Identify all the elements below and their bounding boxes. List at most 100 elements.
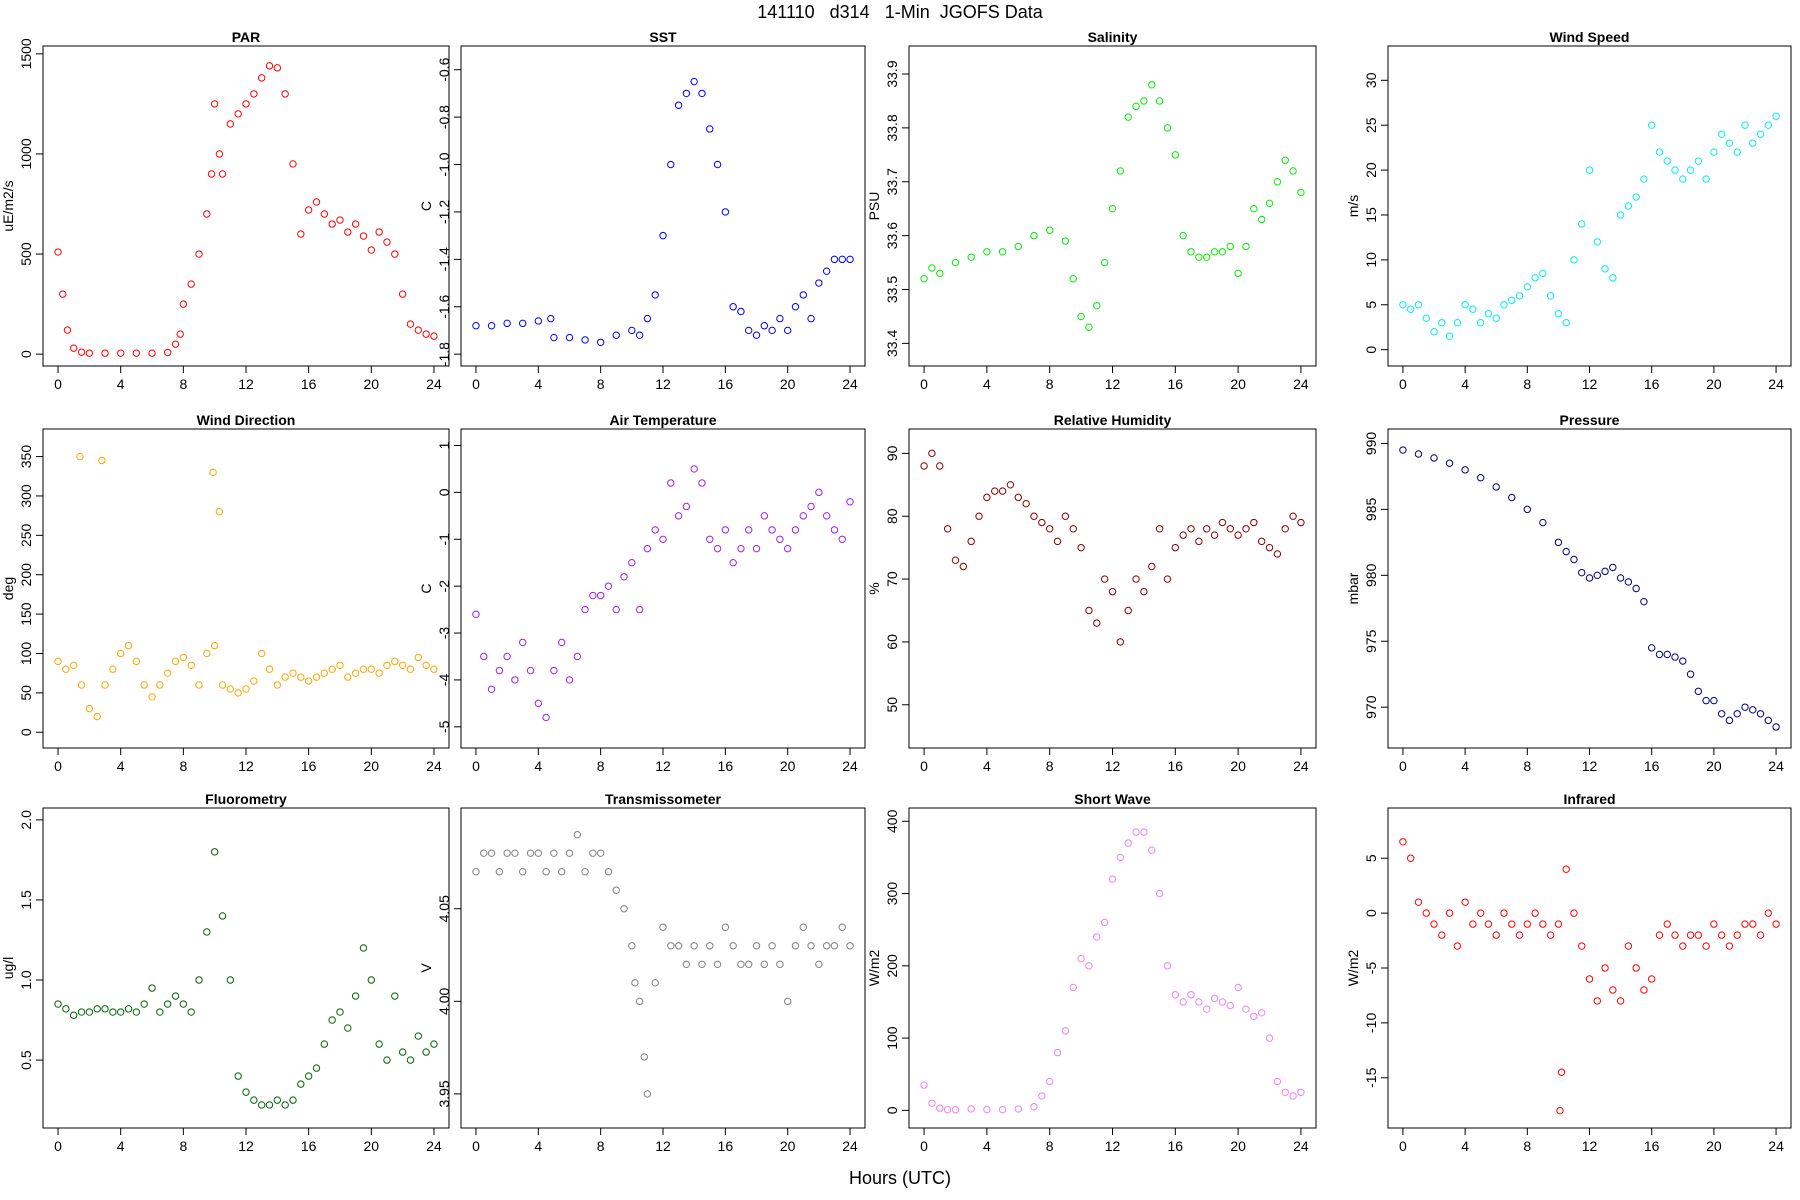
- chart-9-point: [651, 979, 659, 987]
- chart-5-point: [706, 535, 714, 543]
- chart-10-point: [1289, 1092, 1297, 1100]
- chart-4-point: [77, 681, 86, 689]
- chart-11-point: [1632, 964, 1640, 972]
- chart-11-point: [1557, 1068, 1566, 1076]
- chart-5-ytick-label-2: -3: [436, 627, 452, 640]
- chart-3-point: [1406, 305, 1415, 313]
- chart-8-point: [140, 1000, 148, 1008]
- chart-4-ytick-label-3: 150: [18, 602, 34, 626]
- chart-7-xtick-label-2: 8: [1523, 758, 1531, 774]
- chart-3-point: [1492, 314, 1500, 322]
- chart-11-point: [1764, 909, 1773, 917]
- chart-0-point: [218, 170, 227, 178]
- chart-5-frame: [460, 428, 866, 749]
- chart-6-point: [1179, 531, 1187, 539]
- chart-4-point: [257, 649, 266, 658]
- chart-7-xtick-label-3: 12: [1582, 758, 1598, 774]
- chart-0-point: [257, 74, 266, 82]
- chart-8-point: [93, 1005, 101, 1013]
- chart-8-point: [124, 1005, 133, 1013]
- chart-10-point: [1108, 875, 1117, 883]
- chart-2-point: [1116, 167, 1125, 175]
- chart-11-point: [1694, 931, 1703, 939]
- chart-8-point: [391, 992, 399, 1000]
- chart-0-point: [101, 349, 109, 357]
- chart-5-point: [682, 502, 691, 511]
- chart-6-point: [1014, 493, 1022, 502]
- chart-9-xtick-label-1: 4: [534, 1138, 542, 1154]
- chart-9-point: [472, 868, 480, 876]
- chart-5-point: [713, 544, 722, 553]
- chart-11-point: [1647, 975, 1656, 983]
- chart-4-point: [430, 665, 438, 673]
- chart-0-point: [171, 340, 180, 348]
- chart-10-point: [1148, 846, 1156, 854]
- chart-6-point: [943, 525, 952, 533]
- chart-6-xtick-label-2: 8: [1046, 758, 1054, 774]
- chart-11-point: [1562, 865, 1570, 873]
- chart-1-point: [547, 314, 555, 323]
- chart-0-point: [176, 330, 184, 338]
- chart-3-point: [1438, 319, 1446, 327]
- chart-8-point: [148, 984, 156, 992]
- chart-8-point: [344, 1024, 352, 1032]
- chart-0-xtick-label-6: 24: [426, 376, 442, 392]
- chart-11-point: [1453, 942, 1462, 950]
- chart-0-point: [234, 110, 242, 118]
- chart-4-xtick-label-3: 12: [238, 758, 254, 774]
- chart-10-point: [1038, 1092, 1046, 1100]
- chart-0-point: [359, 232, 368, 240]
- chart-7-point: [1624, 578, 1633, 586]
- chart-11-point: [1461, 898, 1469, 906]
- chart-1-point: [799, 291, 807, 299]
- chart-7-point: [1461, 466, 1469, 474]
- chart-4-point: [98, 456, 106, 465]
- chart-9-point: [534, 849, 543, 857]
- chart-7-point: [1578, 568, 1586, 577]
- chart-6-point: [1124, 606, 1132, 615]
- chart-5-point: [737, 544, 745, 553]
- chart-1-point: [721, 208, 730, 216]
- chart-1-point: [550, 333, 558, 342]
- chart-4-point: [226, 685, 235, 693]
- chart-4-point: [140, 681, 148, 689]
- chart-4-xtick-label-0: 0: [54, 758, 62, 774]
- chart-0-point: [195, 250, 203, 258]
- chart-1-ytick-label-3: -1.2: [436, 200, 452, 224]
- chart-9-point: [776, 960, 784, 968]
- chart-1-point: [706, 125, 714, 133]
- chart-10-point: [1030, 1103, 1038, 1111]
- chart-0-point: [187, 280, 195, 288]
- chart-7-point: [1710, 696, 1718, 705]
- chart-6-point: [1132, 575, 1140, 583]
- chart-4-xtick-label-2: 8: [179, 758, 187, 774]
- chart-4-point: [383, 661, 391, 669]
- chart-2-point: [1030, 231, 1038, 240]
- chart-9-point: [760, 960, 769, 968]
- chart-8-point: [62, 1005, 70, 1013]
- chart-6-point: [975, 512, 983, 520]
- chart-10-point: [928, 1099, 936, 1107]
- chart-3-point: [1453, 319, 1462, 327]
- chart-9-point: [612, 886, 620, 894]
- chart-7-point: [1655, 650, 1664, 659]
- chart-7-point: [1749, 706, 1757, 714]
- chart-1-point: [581, 336, 589, 344]
- chart-6-title: Relative Humidity: [1054, 412, 1172, 428]
- chart-2-xtick-label-6: 24: [1293, 376, 1309, 392]
- chart-6-point: [1140, 587, 1148, 596]
- chart-7-ytick-label-4: 990: [1363, 432, 1379, 456]
- chart-5-point: [635, 605, 644, 614]
- chart-0-point: [414, 326, 422, 334]
- chart-1-title: SST: [649, 29, 677, 45]
- chart-2-point: [1265, 199, 1274, 208]
- chart-4-point: [132, 657, 141, 666]
- chart-11-point: [1679, 942, 1687, 950]
- chart-11-point: [1523, 920, 1532, 928]
- chart-5-ytick-label-3: -2: [436, 580, 452, 593]
- chart-3-point: [1476, 319, 1485, 327]
- chart-0-point: [85, 349, 94, 357]
- chart-8-point: [116, 1008, 125, 1016]
- chart-9-xtick-label-4: 16: [718, 1138, 734, 1154]
- chart-11-point: [1640, 986, 1648, 994]
